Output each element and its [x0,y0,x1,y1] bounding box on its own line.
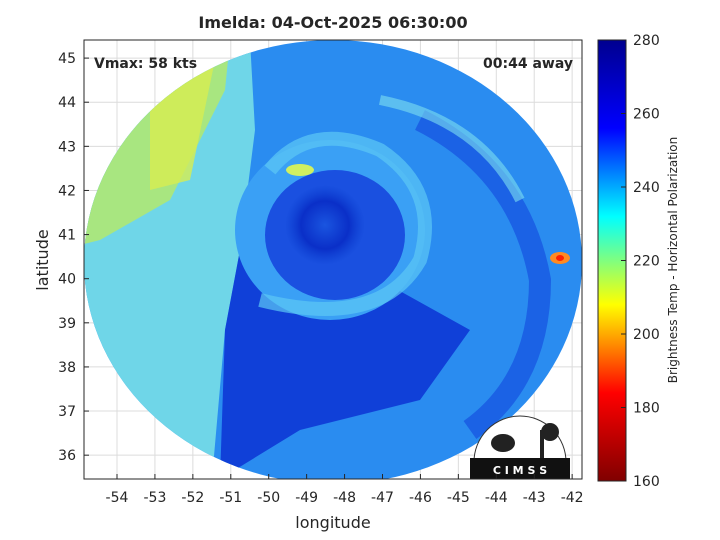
axes-box [83,39,583,480]
colorbar-tick-label: 200 [633,327,660,343]
y-tick-label: 43 [58,139,76,155]
chart-title: Imelda: 04-Oct-2025 06:30:00 [198,13,467,32]
colorbar-tick-label: 260 [633,107,660,123]
x-tick-label: -52 [181,490,204,506]
x-tick-label: -51 [219,490,242,506]
x-tick-label: -43 [523,490,546,506]
colorbar-label: Brightness Temp - Horizontal Polarizatio… [666,137,680,384]
logo: C I M S S [470,415,570,479]
x-tick-label: -48 [333,490,356,506]
x-tick-label: -46 [409,490,432,506]
x-tick-label: -54 [106,490,129,506]
colorbar-tick-label: 280 [633,33,660,49]
x-tick-label: -49 [295,490,318,506]
annotation: 00:44 away [483,56,573,72]
y-tick-label: 36 [58,448,76,464]
x-tick-label: -50 [257,490,280,506]
logo-text: C I M S S [493,464,547,477]
colorbar-tick-label: 220 [633,254,660,270]
y-axis-label: latitude [33,229,52,290]
x-tick-label: -47 [371,490,394,506]
y-tick-label: 41 [58,228,76,244]
y-tick-label: 44 [58,95,76,111]
x-tick-label: -45 [447,490,470,506]
y-tick-label: 39 [58,316,76,332]
x-tick-label: -42 [561,490,584,506]
annotation: Vmax: 58 kts [94,56,197,72]
y-tick-label: 40 [58,272,76,288]
y-tick-label: 38 [58,360,76,376]
colorbar-tick-label: 160 [633,474,660,490]
x-tick-label: -53 [143,490,166,506]
x-tick-label: -44 [485,490,508,506]
colorbar-tick-label: 180 [633,401,660,417]
x-axis-label: longitude [295,513,370,532]
y-tick-label: 37 [58,404,76,420]
colorbar-tick-label: 240 [633,180,660,196]
y-tick-label: 45 [58,51,76,67]
y-tick-label: 42 [58,183,76,199]
